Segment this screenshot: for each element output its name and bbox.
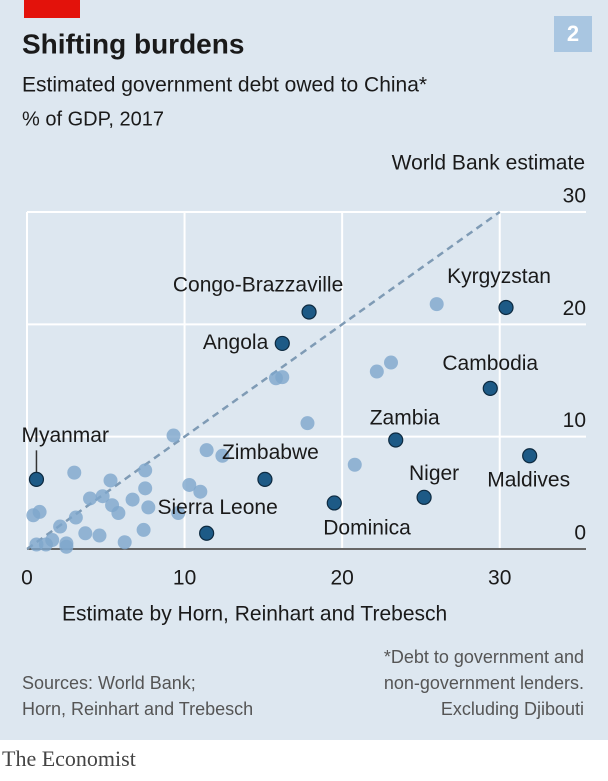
point xyxy=(138,481,153,496)
point xyxy=(28,471,45,487)
point xyxy=(257,471,273,487)
point xyxy=(171,506,186,521)
point xyxy=(268,371,283,386)
y-tick-label: 10 xyxy=(563,409,586,432)
badge: 2 xyxy=(567,21,579,46)
unit: % of GDP, 2017 xyxy=(22,108,164,130)
source: Sources: World Bank; xyxy=(22,673,196,693)
point xyxy=(199,443,214,458)
point xyxy=(136,522,151,537)
x-tick-label: 20 xyxy=(330,567,353,590)
subtitle: Estimated government debt owed to China* xyxy=(22,74,427,97)
point xyxy=(111,506,126,521)
point xyxy=(369,364,384,379)
x-tick-label: 30 xyxy=(488,567,511,590)
note: non-government lenders. xyxy=(384,673,584,693)
point xyxy=(125,492,140,507)
point xyxy=(53,519,68,534)
point-label: Maldives xyxy=(487,468,570,491)
point-label: Congo-Brazzaville xyxy=(173,274,343,297)
y-tick-label: 20 xyxy=(563,297,586,320)
chart-title: Shifting burdens xyxy=(22,28,244,59)
x-axis-label: Estimate by Horn, Reinhart and Trebesch xyxy=(62,603,447,626)
point-label: Dominica xyxy=(323,516,411,539)
point xyxy=(182,477,197,492)
point xyxy=(347,457,362,472)
point xyxy=(300,416,315,431)
point xyxy=(95,489,110,504)
point xyxy=(384,355,398,370)
point-label: Angola xyxy=(203,331,269,354)
point xyxy=(141,500,156,515)
point-label: Zambia xyxy=(370,407,440,430)
y-tick-label: 0 xyxy=(574,522,586,545)
point xyxy=(274,335,290,352)
point-label: Sierra Leone xyxy=(158,496,278,519)
source: Horn, Reinhart and Trebesch xyxy=(22,699,253,719)
note: Excluding Djibouti xyxy=(441,699,584,719)
point xyxy=(166,428,181,443)
x-tick-label: 10 xyxy=(173,567,196,590)
point xyxy=(388,432,404,448)
point xyxy=(522,448,538,464)
note: *Debt to government and xyxy=(384,647,584,667)
point xyxy=(92,528,107,543)
point-label: Zimbabwe xyxy=(222,441,319,464)
x-tick-label: 0 xyxy=(21,567,33,590)
point xyxy=(29,537,44,552)
y-tick-label: 30 xyxy=(563,185,586,208)
point xyxy=(78,526,93,541)
point xyxy=(429,297,444,312)
point-label: Myanmar xyxy=(21,424,109,447)
point xyxy=(68,510,83,525)
point xyxy=(301,304,317,320)
point xyxy=(117,535,132,550)
background xyxy=(0,0,608,740)
point xyxy=(138,463,153,478)
point xyxy=(103,473,118,488)
point xyxy=(215,448,230,463)
y-axis-label: World Bank estimate xyxy=(392,152,585,175)
badge-box xyxy=(554,16,592,52)
point xyxy=(482,380,498,396)
point xyxy=(83,491,98,506)
point-label: Niger xyxy=(409,462,459,485)
point xyxy=(498,299,514,316)
point xyxy=(199,525,215,541)
point-label: Kyrgyzstan xyxy=(447,265,551,288)
point xyxy=(59,539,74,554)
point xyxy=(67,465,82,480)
point xyxy=(193,484,208,499)
point-label: Cambodia xyxy=(442,352,538,375)
red-tag xyxy=(24,0,80,18)
point xyxy=(326,495,342,511)
point xyxy=(32,504,47,519)
brand: The Economist xyxy=(2,746,136,771)
point xyxy=(416,489,432,505)
